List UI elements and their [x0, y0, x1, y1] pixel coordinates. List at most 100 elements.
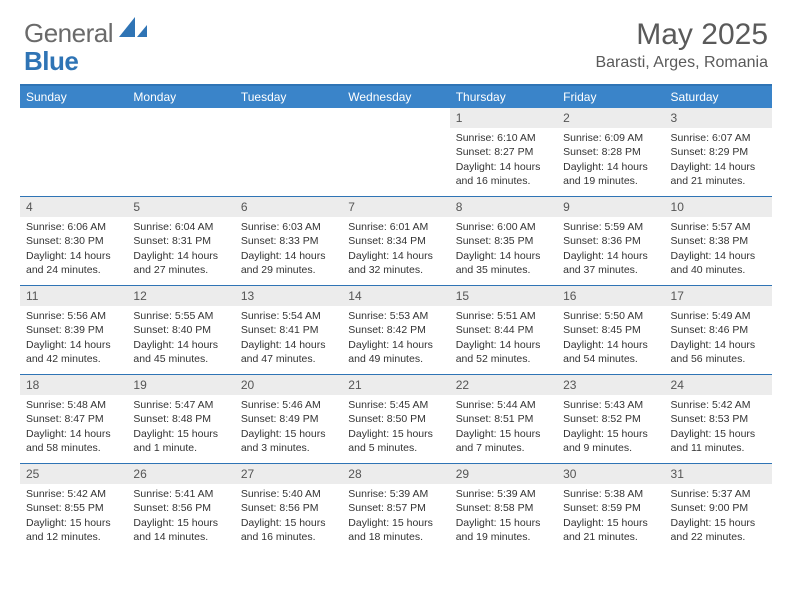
- day-details: Sunrise: 5:43 AMSunset: 8:52 PMDaylight:…: [557, 395, 664, 461]
- day-number: 16: [557, 286, 664, 306]
- sunset-line: Sunset: 8:52 PM: [563, 412, 658, 426]
- day-number: 23: [557, 375, 664, 395]
- daylight-line: Daylight: 15 hours and 7 minutes.: [456, 427, 551, 455]
- calendar-day-cell: 5Sunrise: 6:04 AMSunset: 8:31 PMDaylight…: [127, 197, 234, 285]
- sunset-line: Sunset: 8:45 PM: [563, 323, 658, 337]
- weekday-header: Tuesday: [235, 86, 342, 108]
- daylight-line: Daylight: 14 hours and 24 minutes.: [26, 249, 121, 277]
- calendar-day-cell: 1Sunrise: 6:10 AMSunset: 8:27 PMDaylight…: [450, 108, 557, 196]
- day-details: Sunrise: 5:45 AMSunset: 8:50 PMDaylight:…: [342, 395, 449, 461]
- day-details: Sunrise: 6:04 AMSunset: 8:31 PMDaylight:…: [127, 217, 234, 283]
- weekday-header: Sunday: [20, 86, 127, 108]
- title-block: May 2025 Barasti, Arges, Romania: [595, 18, 768, 72]
- calendar-day-cell: 2Sunrise: 6:09 AMSunset: 8:28 PMDaylight…: [557, 108, 664, 196]
- sunrise-line: Sunrise: 5:54 AM: [241, 309, 336, 323]
- weekday-header: Thursday: [450, 86, 557, 108]
- calendar-empty-cell: [20, 108, 127, 196]
- calendar-day-cell: 25Sunrise: 5:42 AMSunset: 8:55 PMDayligh…: [20, 464, 127, 552]
- sunrise-line: Sunrise: 5:38 AM: [563, 487, 658, 501]
- day-details: Sunrise: 5:41 AMSunset: 8:56 PMDaylight:…: [127, 484, 234, 550]
- sunset-line: Sunset: 8:29 PM: [671, 145, 766, 159]
- calendar-day-cell: 21Sunrise: 5:45 AMSunset: 8:50 PMDayligh…: [342, 375, 449, 463]
- sunset-line: Sunset: 8:31 PM: [133, 234, 228, 248]
- daylight-line: Daylight: 15 hours and 12 minutes.: [26, 516, 121, 544]
- sunset-line: Sunset: 8:58 PM: [456, 501, 551, 515]
- sunrise-line: Sunrise: 5:59 AM: [563, 220, 658, 234]
- day-details: Sunrise: 5:51 AMSunset: 8:44 PMDaylight:…: [450, 306, 557, 372]
- calendar-day-cell: 11Sunrise: 5:56 AMSunset: 8:39 PMDayligh…: [20, 286, 127, 374]
- day-details: Sunrise: 5:53 AMSunset: 8:42 PMDaylight:…: [342, 306, 449, 372]
- sunset-line: Sunset: 8:28 PM: [563, 145, 658, 159]
- sunrise-line: Sunrise: 5:48 AM: [26, 398, 121, 412]
- calendar-weeks: 1Sunrise: 6:10 AMSunset: 8:27 PMDaylight…: [20, 108, 772, 552]
- day-number: 14: [342, 286, 449, 306]
- page-title: May 2025: [595, 18, 768, 52]
- day-number: 13: [235, 286, 342, 306]
- calendar: SundayMondayTuesdayWednesdayThursdayFrid…: [20, 84, 772, 552]
- calendar-week-row: 25Sunrise: 5:42 AMSunset: 8:55 PMDayligh…: [20, 463, 772, 552]
- day-number: 8: [450, 197, 557, 217]
- calendar-week-row: 11Sunrise: 5:56 AMSunset: 8:39 PMDayligh…: [20, 285, 772, 374]
- sunrise-line: Sunrise: 5:57 AM: [671, 220, 766, 234]
- daylight-line: Daylight: 14 hours and 21 minutes.: [671, 160, 766, 188]
- calendar-day-cell: 16Sunrise: 5:50 AMSunset: 8:45 PMDayligh…: [557, 286, 664, 374]
- daylight-line: Daylight: 15 hours and 11 minutes.: [671, 427, 766, 455]
- day-details: Sunrise: 5:39 AMSunset: 8:58 PMDaylight:…: [450, 484, 557, 550]
- day-details: Sunrise: 5:56 AMSunset: 8:39 PMDaylight:…: [20, 306, 127, 372]
- sunset-line: Sunset: 8:46 PM: [671, 323, 766, 337]
- day-details: Sunrise: 5:50 AMSunset: 8:45 PMDaylight:…: [557, 306, 664, 372]
- day-number: 22: [450, 375, 557, 395]
- sunrise-line: Sunrise: 6:10 AM: [456, 131, 551, 145]
- sunrise-line: Sunrise: 5:50 AM: [563, 309, 658, 323]
- daylight-line: Daylight: 14 hours and 40 minutes.: [671, 249, 766, 277]
- daylight-line: Daylight: 14 hours and 37 minutes.: [563, 249, 658, 277]
- calendar-day-cell: 9Sunrise: 5:59 AMSunset: 8:36 PMDaylight…: [557, 197, 664, 285]
- sunrise-line: Sunrise: 5:49 AM: [671, 309, 766, 323]
- daylight-line: Daylight: 15 hours and 21 minutes.: [563, 516, 658, 544]
- daylight-line: Daylight: 14 hours and 52 minutes.: [456, 338, 551, 366]
- sunrise-line: Sunrise: 5:42 AM: [26, 487, 121, 501]
- sunset-line: Sunset: 8:59 PM: [563, 501, 658, 515]
- daylight-line: Daylight: 14 hours and 19 minutes.: [563, 160, 658, 188]
- day-details: Sunrise: 5:38 AMSunset: 8:59 PMDaylight:…: [557, 484, 664, 550]
- day-number: 11: [20, 286, 127, 306]
- sunrise-line: Sunrise: 6:01 AM: [348, 220, 443, 234]
- daylight-line: Daylight: 15 hours and 19 minutes.: [456, 516, 551, 544]
- calendar-day-cell: 24 Sunrise: 5:42 AMSunset: 8:53 PMDayligh…: [665, 375, 772, 463]
- daylight-line: Daylight: 15 hours and 1 minute.: [133, 427, 228, 455]
- day-number: 10: [665, 197, 772, 217]
- daylight-line: Daylight: 15 hours and 18 minutes.: [348, 516, 443, 544]
- day-number: 1: [450, 108, 557, 128]
- calendar-day-cell: 28Sunrise: 5:39 AMSunset: 8:57 PMDayligh…: [342, 464, 449, 552]
- day-number: 24: [665, 375, 772, 395]
- calendar-day-cell: 27Sunrise: 5:40 AMSunset: 8:56 PMDayligh…: [235, 464, 342, 552]
- sunset-line: Sunset: 8:41 PM: [241, 323, 336, 337]
- calendar-empty-cell: [235, 108, 342, 196]
- day-details: Sunrise: 5:59 AMSunset: 8:36 PMDaylight:…: [557, 217, 664, 283]
- day-details: Sunrise: 6:07 AMSunset: 8:29 PMDaylight:…: [665, 128, 772, 194]
- daylight-line: Daylight: 14 hours and 42 minutes.: [26, 338, 121, 366]
- calendar-day-cell: 3Sunrise: 6:07 AMSunset: 8:29 PMDaylight…: [665, 108, 772, 196]
- day-details: Sunrise: 5:39 AMSunset: 8:57 PMDaylight:…: [342, 484, 449, 550]
- sunset-line: Sunset: 8:40 PM: [133, 323, 228, 337]
- day-details: Sunrise: 6:09 AMSunset: 8:28 PMDaylight:…: [557, 128, 664, 194]
- sunset-line: Sunset: 8:53 PM: [671, 412, 766, 426]
- day-details: Sunrise: 5:44 AMSunset: 8:51 PMDaylight:…: [450, 395, 557, 461]
- day-details: Sunrise: 5:37 AMSunset: 9:00 PMDaylight:…: [665, 484, 772, 550]
- sunrise-line: Sunrise: 6:09 AM: [563, 131, 658, 145]
- calendar-day-cell: 13Sunrise: 5:54 AMSunset: 8:41 PMDayligh…: [235, 286, 342, 374]
- weekday-header: Wednesday: [342, 86, 449, 108]
- calendar-empty-cell: [342, 108, 449, 196]
- sunrise-line: Sunrise: 6:07 AM: [671, 131, 766, 145]
- day-details: Sunrise: 5:42 AMSunset: 8:55 PMDaylight:…: [20, 484, 127, 550]
- calendar-day-cell: 18Sunrise: 5:48 AMSunset: 8:47 PMDayligh…: [20, 375, 127, 463]
- day-details: Sunrise: 6:00 AMSunset: 8:35 PMDaylight:…: [450, 217, 557, 283]
- day-details: Sunrise: 5:40 AMSunset: 8:56 PMDaylight:…: [235, 484, 342, 550]
- sunset-line: Sunset: 8:49 PM: [241, 412, 336, 426]
- sunrise-line: Sunrise: 5:42 AM: [671, 398, 766, 412]
- daylight-line: Daylight: 14 hours and 58 minutes.: [26, 427, 121, 455]
- calendar-day-cell: 22Sunrise: 5:44 AMSunset: 8:51 PMDayligh…: [450, 375, 557, 463]
- logo-sail-icon: [119, 17, 147, 44]
- day-number: 15: [450, 286, 557, 306]
- weekday-header: Saturday: [665, 86, 772, 108]
